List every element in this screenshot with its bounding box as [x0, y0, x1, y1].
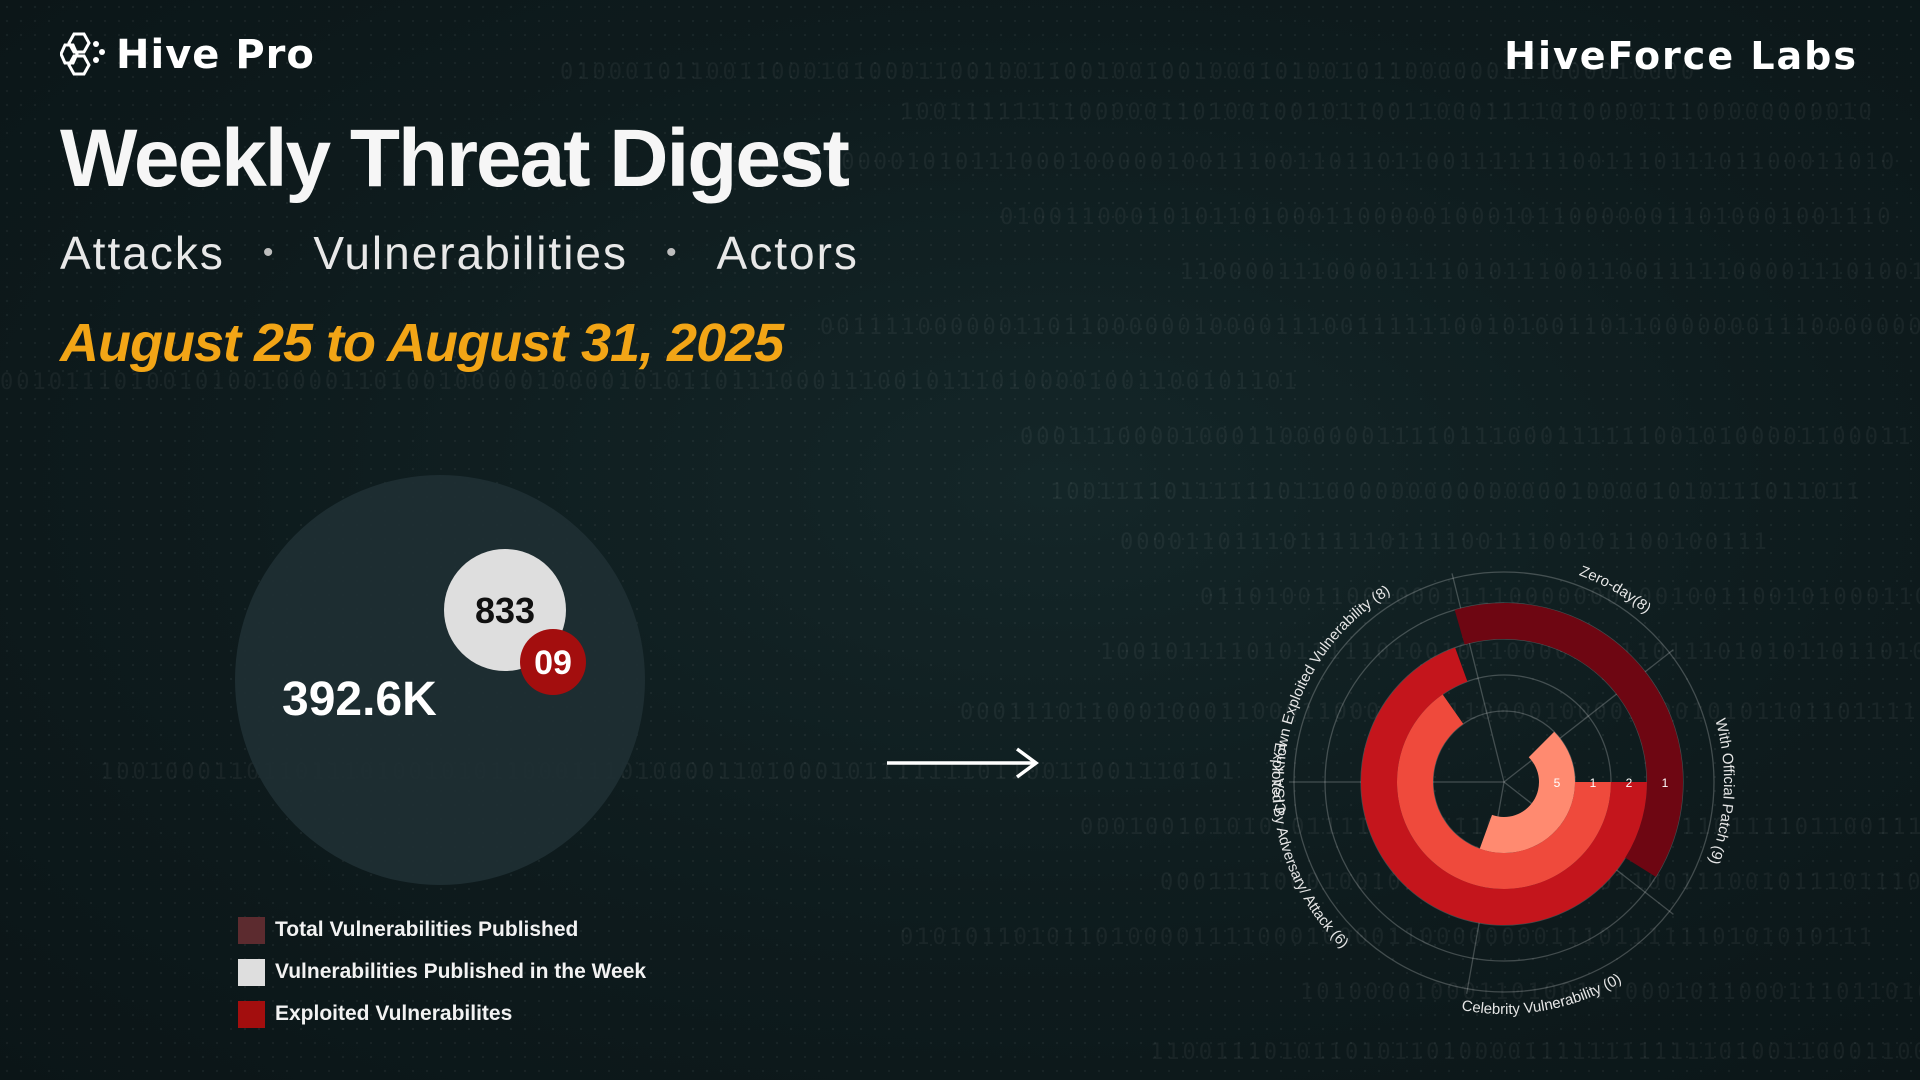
subtitle-actors: Actors: [716, 227, 859, 279]
ring-value-label: 1: [1662, 776, 1669, 790]
exploited-label: 09: [534, 644, 572, 682]
vulnerability-bubble-chart: 392.6K 833 09: [230, 470, 650, 890]
binary-row: 1100111010110101101000011111111111101001…: [1150, 1040, 1920, 1065]
radial-rings: [1361, 603, 1683, 925]
binary-row: 1100001110000111101011100110011111000011…: [1180, 260, 1920, 285]
legend-label: Exploited Vulnerabilites: [275, 1002, 513, 1025]
hive-pro-logo: Hive Pro: [60, 30, 315, 80]
category-label: Celebrity Vulnerability (0): [1460, 970, 1624, 1018]
week-label: 833: [475, 590, 535, 631]
binary-row: 0001110000100011000000111101110001111110…: [1020, 425, 1914, 450]
category-label-text: Celebrity Vulnerability (0): [1460, 970, 1624, 1018]
legend-item-total: Total Vulnerabilities Published: [238, 916, 646, 944]
grid-spoke: [1451, 573, 1505, 783]
grid-circle: [1293, 571, 1715, 993]
arrow-right-icon: [887, 747, 1039, 779]
subtitle-attacks: Attacks: [60, 227, 225, 279]
ring-value-label: 1: [1590, 776, 1597, 790]
radial-bar-ring: [1397, 694, 1611, 889]
ring-value-label: 2: [1626, 776, 1633, 790]
legend-item-exploited: Exploited Vulnerabilites: [238, 1000, 646, 1028]
grid-circle: [1324, 602, 1684, 962]
legend-swatch: [238, 916, 265, 944]
binary-row: 1001111011111101100000000000000010000101…: [1050, 480, 1863, 505]
radial-grid: [1289, 571, 1715, 994]
subtitle: Attacks • Vulnerabilities • Actors: [60, 226, 859, 280]
date-range: August 25 to August 31, 2025: [60, 313, 784, 373]
binary-row: 0010000001010111000100000100111001101101…: [760, 150, 1898, 175]
logo-text: Hive Pro: [116, 32, 315, 78]
subtitle-vulnerabilities: Vulnerabilities: [313, 227, 629, 279]
binary-row: 1001111111100000110100100101100110001111…: [900, 100, 1875, 125]
binary-row: 0011110000001101100000010000111001111110…: [820, 315, 1920, 340]
radial-bar-ring: [1454, 603, 1683, 877]
total-label: 392.6K: [282, 673, 437, 726]
legend-label: Total Vulnerabilities Published: [275, 918, 579, 941]
subtitle-separator: •: [666, 236, 679, 269]
binary-row: 0100110001010110100011000001000101100000…: [1000, 205, 1894, 230]
legend-swatch: [238, 1000, 265, 1028]
legend-swatch: [238, 958, 265, 986]
exploited-bubble: [520, 629, 586, 695]
hiveforce-labs-brand: HiveForce Labs: [1504, 34, 1858, 78]
bubble-legend: Total Vulnerabilities Published Vulnerab…: [238, 916, 646, 1042]
ring-value-label: 5: [1554, 776, 1561, 790]
hexagon-logo-icon: [60, 32, 105, 76]
radial-bar-ring: [1479, 731, 1575, 853]
ring-value-labels: 5 1 2 1: [1554, 776, 1669, 790]
page-title: Weekly Threat Digest: [60, 113, 850, 204]
subtitle-separator: •: [262, 236, 276, 269]
legend-item-week: Vulnerabilities Published in the Week: [238, 958, 646, 986]
legend-label: Vulnerabilities Published in the Week: [275, 960, 647, 983]
